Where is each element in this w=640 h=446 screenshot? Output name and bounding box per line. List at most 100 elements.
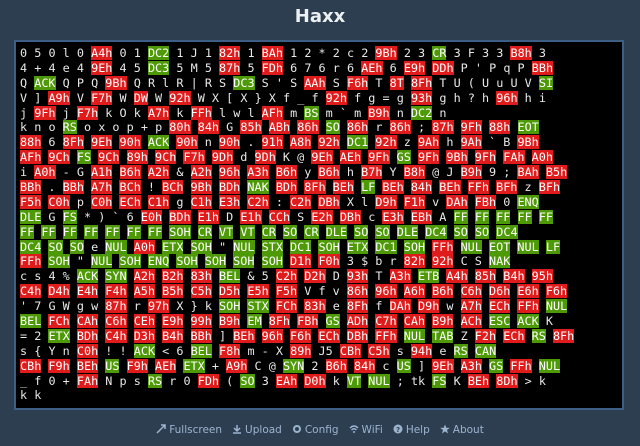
nav-link[interactable]: Config: [292, 424, 339, 436]
byte-cell: 6: [48, 135, 56, 150]
byte-cell: v: [432, 194, 440, 209]
byte-cell: J: [190, 46, 198, 60]
byte-cell: A0h: [133, 239, 156, 254]
byte-cell: ESC: [488, 314, 511, 329]
byte-cell: DAh: [446, 194, 468, 209]
byte-cell: RS: [62, 120, 77, 135]
byte-cell: C6h: [460, 284, 482, 299]
byte-cell: ACK: [147, 135, 170, 150]
byte-cell: GS: [489, 358, 504, 373]
byte-cell: 9Fh: [34, 105, 56, 120]
byte-cell: C2h: [290, 194, 312, 209]
byte-cell: o: [83, 120, 92, 135]
terminal-row: 4 + 4 e 4 9Eh 4 5 DC3 5 M 5 87h 5 FDh 6 …: [20, 60, 622, 76]
byte-cell: (: [467, 75, 475, 90]
byte-cell: +: [62, 373, 70, 388]
byte-cell: F1h: [403, 194, 426, 209]
byte-cell: FF: [496, 209, 511, 224]
nav-link[interactable]: WiFi: [349, 424, 383, 436]
byte-cell: 9Eh: [91, 60, 113, 75]
byte-cell: BDh: [275, 180, 298, 195]
byte-cell: @: [297, 150, 305, 165]
byte-cell: DC2: [410, 105, 433, 120]
byte-cell: F9h: [48, 358, 70, 373]
byte-cell: SOH: [204, 254, 227, 269]
byte-cell: VT: [240, 224, 255, 239]
byte-cell: FF: [453, 209, 468, 224]
byte-cell: DW: [133, 90, 148, 105]
byte-cell: 88h: [20, 135, 42, 150]
terminal-row: Q ACK Q P Q 9Bh Q R l R | R S DC3 S ' S …: [20, 75, 622, 91]
nav-link[interactable]: ? Help: [393, 424, 430, 436]
terminal-row: V ] A9h V F7h W DW W 92h W X [ X } X f _…: [20, 90, 622, 106]
byte-cell: 82h: [403, 254, 426, 269]
byte-cell: 9Bh: [446, 150, 468, 165]
terminal-row: i A0h - G A1h B6h A2h & A2h 96h A3h B6h …: [20, 165, 622, 180]
byte-cell: 3: [418, 46, 426, 60]
byte-cell: B7h: [361, 165, 383, 180]
byte-cell: ACK: [517, 314, 539, 329]
byte-cell: U: [453, 75, 461, 90]
byte-cell: 87h: [432, 120, 454, 135]
byte-cell: ]: [417, 358, 426, 373]
nav-link[interactable]: Fullscreen: [156, 424, 222, 436]
byte-cell: p: [155, 120, 163, 135]
byte-cell: EAh: [275, 373, 298, 388]
byte-cell: AAh: [304, 75, 326, 90]
byte-cell: S: [474, 254, 482, 269]
byte-cell: AEh: [155, 358, 177, 373]
byte-cell: D: [332, 269, 340, 284]
byte-cell: 2: [304, 46, 312, 60]
byte-cell: 3: [482, 46, 490, 60]
byte-cell: 1: [133, 46, 141, 60]
byte-cell: CR: [261, 224, 276, 239]
byte-cell: 92h: [375, 135, 397, 150]
byte-cell: CAN: [474, 343, 497, 358]
byte-cell: 89h: [290, 343, 312, 358]
byte-cell: D2h: [304, 269, 326, 284]
byte-cell: DDh: [432, 60, 454, 75]
byte-cell: DAh: [389, 299, 411, 314]
byte-cell: W: [119, 90, 127, 105]
byte-cell: D0h: [304, 373, 326, 388]
byte-cell: F6h: [545, 284, 568, 299]
byte-cell: NUL: [403, 328, 426, 343]
svg-text:?: ?: [396, 426, 400, 434]
nav-icon: [349, 425, 359, 433]
byte-cell: FS: [432, 373, 447, 388]
byte-cell: ECh: [489, 299, 511, 314]
byte-cell: CR: [432, 46, 447, 60]
byte-cell: R: [176, 75, 184, 90]
byte-cell: Q: [62, 75, 70, 90]
byte-cell: BBh: [531, 60, 554, 75]
byte-cell: Q: [91, 75, 99, 90]
byte-cell: M: [190, 60, 198, 75]
byte-cell: 8Fh: [552, 328, 575, 343]
byte-cell: D6h: [488, 284, 511, 299]
byte-cell: 3: [496, 46, 504, 60]
byte-cell: 4: [48, 60, 56, 75]
byte-cell: EOT: [517, 120, 539, 135]
byte-cell: NUL: [233, 239, 255, 254]
byte-cell: e: [62, 60, 70, 75]
byte-cell: ;: [503, 165, 511, 180]
byte-cell: B4h: [162, 328, 184, 343]
byte-cell: G: [48, 209, 56, 224]
byte-cell: 6: [176, 343, 184, 358]
byte-cell: DC2: [147, 46, 170, 60]
byte-cell: ECh: [119, 194, 141, 209]
byte-cell: r: [169, 373, 177, 388]
byte-cell: 9Eh: [311, 150, 333, 165]
nav-link[interactable]: Upload: [232, 424, 282, 436]
byte-cell: 9Ah: [417, 135, 440, 150]
byte-cell: ]: [34, 90, 42, 105]
byte-cell: DBh: [339, 209, 362, 224]
byte-cell: 1: [176, 46, 184, 60]
byte-cell: i: [20, 165, 28, 180]
byte-cell: (: [226, 373, 234, 388]
byte-cell: &: [247, 269, 255, 284]
byte-cell: J5: [318, 343, 333, 358]
byte-cell: 86h: [346, 284, 369, 299]
nav-link[interactable]: About: [439, 424, 484, 436]
byte-cell: EOT: [489, 239, 511, 254]
